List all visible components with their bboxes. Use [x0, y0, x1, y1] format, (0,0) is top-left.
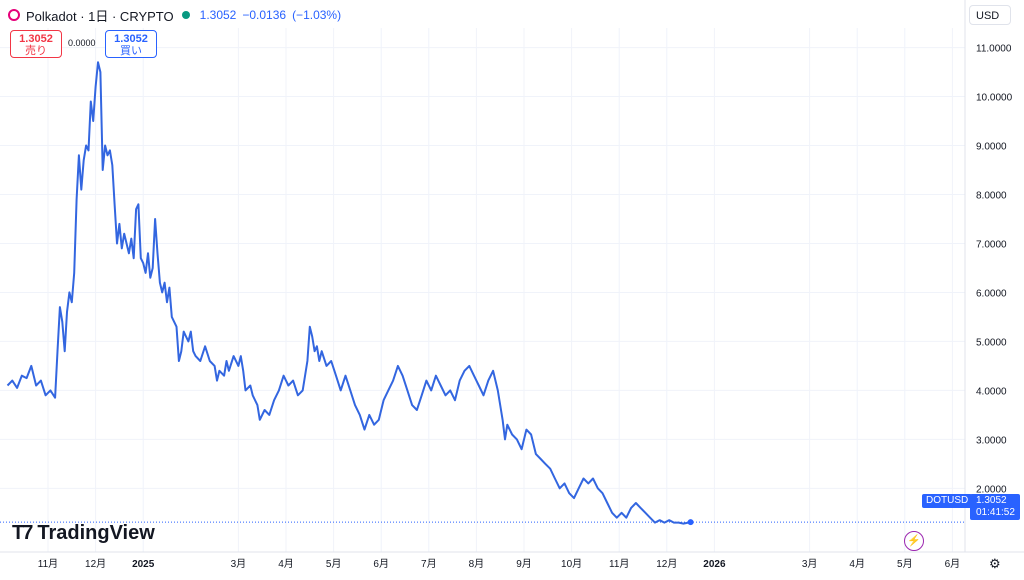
- price-change-percent: (−1.03%): [292, 8, 342, 22]
- x-tick-label: 6月: [373, 558, 389, 570]
- tradingview-logo[interactable]: T7 TradingView: [12, 522, 155, 545]
- x-tick-label: 3月: [802, 558, 818, 570]
- x-tick-label: 11月: [609, 558, 629, 570]
- symbol-title[interactable]: Polkadot · 1日 · CRYPTO: [26, 8, 174, 24]
- price-badge: 1.3052 01:41:52: [970, 494, 1020, 520]
- y-tick-label: 7.0000: [976, 239, 1007, 250]
- last-price-marker: [687, 519, 694, 526]
- y-tick-label: 8.0000: [976, 191, 1007, 202]
- x-tick-label: 8月: [469, 558, 485, 570]
- brand-name: TradingView: [37, 522, 155, 544]
- x-tick-label: 2025: [132, 559, 155, 570]
- tradingview-mark-icon: T7: [12, 522, 33, 544]
- x-tick-label: 3月: [231, 558, 247, 570]
- price-line-series: [6, 61, 691, 525]
- buy-label: 買い: [120, 45, 142, 57]
- x-tick-label: 9月: [516, 558, 532, 570]
- y-tick-label: 11.0000: [976, 44, 1012, 55]
- y-tick-label: 6.0000: [976, 288, 1007, 299]
- y-tick-label: 9.0000: [976, 142, 1007, 153]
- last-price: 1.3052: [199, 8, 237, 22]
- x-tick-label: 6月: [945, 558, 961, 570]
- sell-label: 売り: [25, 45, 47, 57]
- y-tick-label: 5.0000: [976, 337, 1007, 348]
- y-tick-label: 10.0000: [976, 93, 1013, 104]
- symbol-badge: DOTUSD: [922, 494, 973, 508]
- y-tick-label: 3.0000: [976, 435, 1007, 446]
- y-tick-label: 4.0000: [976, 386, 1007, 397]
- chart-header: Polkadot · 1日 · CRYPTO 1.3052 −0.0136 (−…: [8, 6, 341, 24]
- x-tick-label: 12月: [656, 558, 677, 570]
- badge-countdown: 01:41:52: [976, 507, 1015, 518]
- polkadot-logo-icon: [8, 9, 20, 21]
- x-tick-label: 4月: [278, 558, 294, 570]
- gear-icon[interactable]: ⚙: [989, 556, 1001, 571]
- price-change: −0.0136: [242, 8, 287, 22]
- x-tick-label: 11月: [38, 558, 58, 570]
- spread-value: 0.0000: [68, 38, 96, 48]
- x-tick-label: 2026: [703, 559, 726, 570]
- currency-selector[interactable]: USD: [969, 5, 1011, 25]
- badge-price: 1.3052: [976, 495, 1007, 506]
- x-tick-label: 5月: [897, 558, 913, 570]
- sell-button[interactable]: 1.3052 売り: [10, 30, 62, 58]
- market-status-icon: [181, 11, 190, 19]
- y-tick-label: 2.0000: [976, 484, 1007, 495]
- lightning-icon[interactable]: ⚡: [904, 531, 924, 551]
- x-tick-label: 12月: [85, 558, 106, 570]
- x-tick-label: 5月: [326, 558, 342, 570]
- buy-button[interactable]: 1.3052 買い: [105, 30, 157, 58]
- x-tick-label: 10月: [561, 558, 582, 570]
- x-tick-label: 7月: [421, 558, 437, 570]
- sell-price: 1.3052: [19, 33, 53, 45]
- buy-price: 1.3052: [114, 33, 148, 45]
- x-tick-label: 4月: [849, 558, 865, 570]
